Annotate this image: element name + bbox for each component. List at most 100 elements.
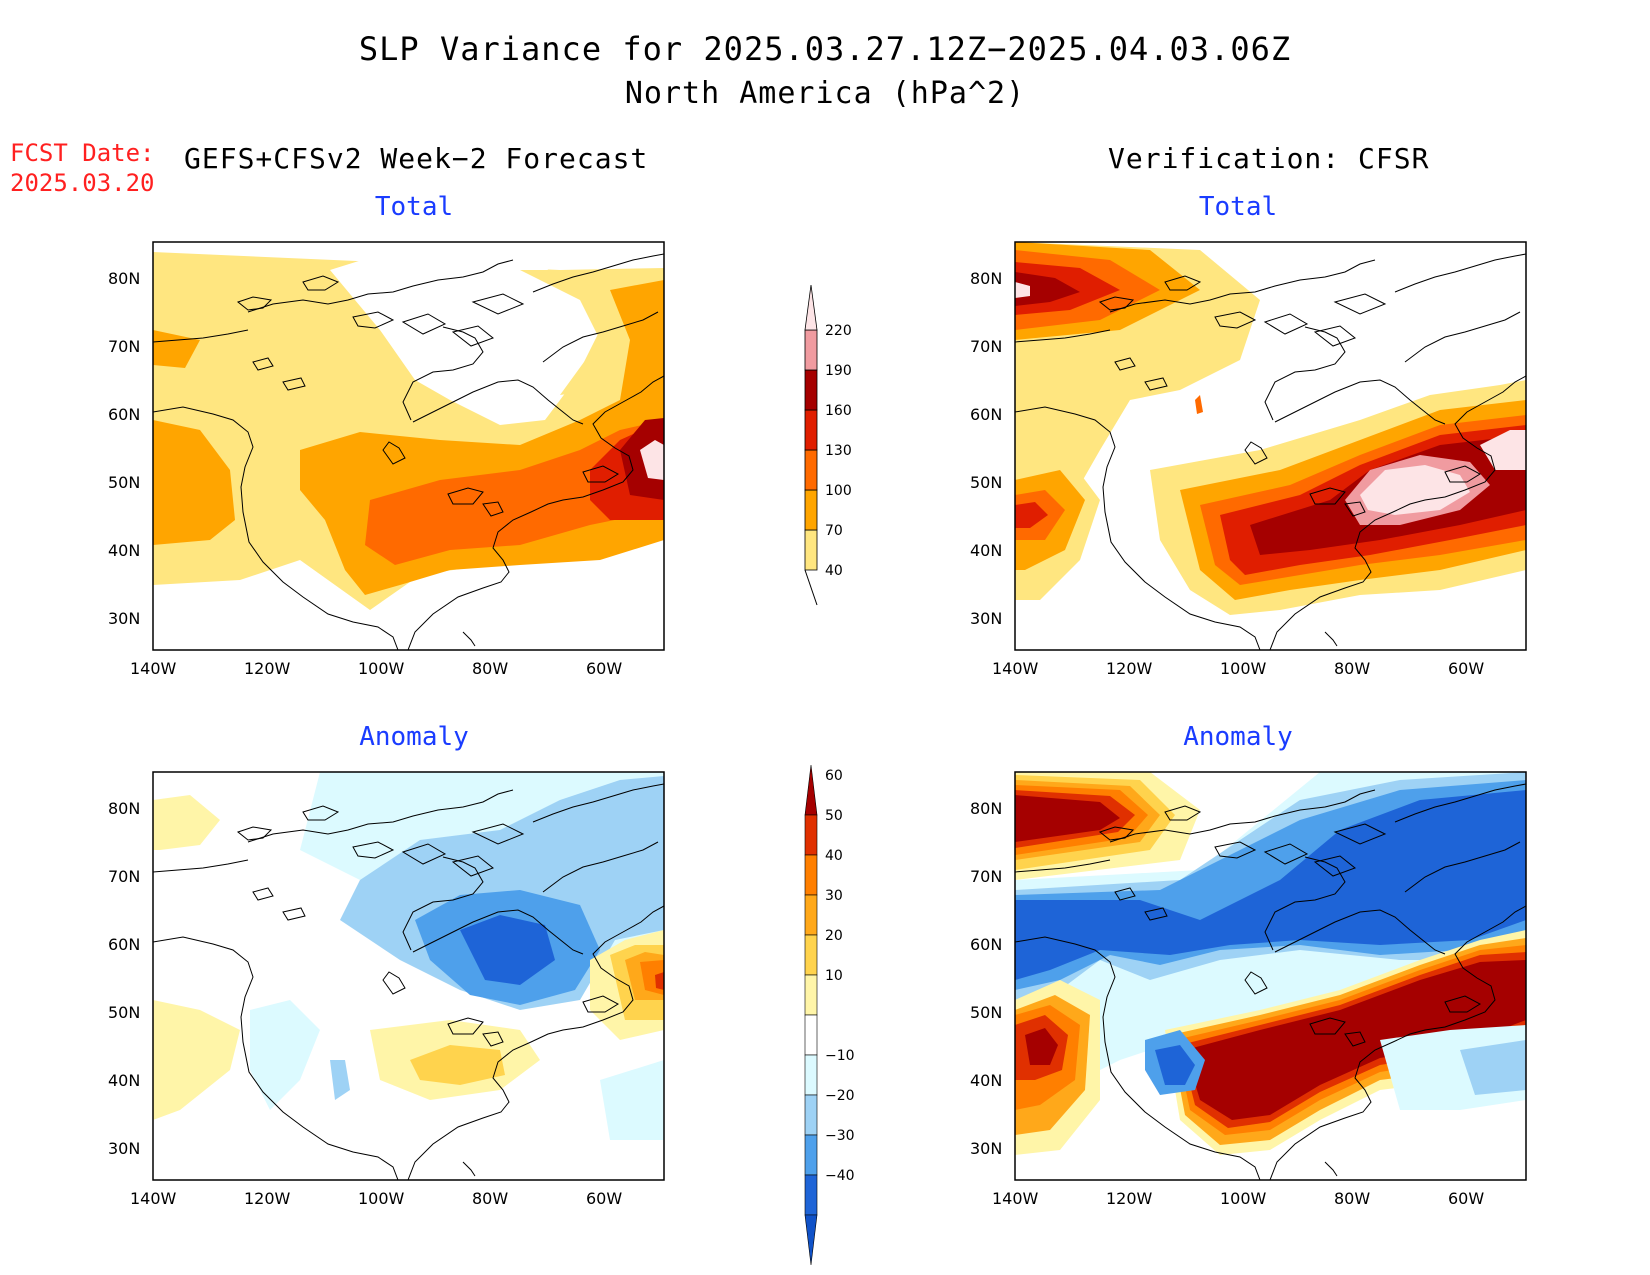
colorbar-tick-label: 40 xyxy=(825,848,843,864)
colorbar-tick-label: 190 xyxy=(825,363,852,379)
axis-labels-verification-anomaly: 80N 70N 60N 50N 40N 30N 140W 120W 100W 8… xyxy=(970,799,1484,1208)
colorbar-tick-label: −20 xyxy=(825,1088,855,1104)
verification-header: Verification: CFSR xyxy=(1108,142,1430,175)
colorbar-tick-label: −30 xyxy=(825,1128,855,1144)
lon-label: 60W xyxy=(586,1189,622,1208)
colorbar-tick-label: 10 xyxy=(825,968,843,984)
lon-label: 80W xyxy=(472,659,508,678)
lon-label: 140W xyxy=(992,659,1039,678)
lat-label: 60N xyxy=(108,935,140,954)
lat-label: 30N xyxy=(108,1139,140,1158)
map-verification-total xyxy=(1014,241,1527,651)
forecast-date-value: 2025.03.20 xyxy=(10,169,155,197)
lat-label: 60N xyxy=(108,405,140,424)
colorbar-segment xyxy=(804,1214,818,1266)
map-verification-anomaly xyxy=(1014,771,1527,1181)
colorbar-segment xyxy=(804,489,818,531)
lat-label: 80N xyxy=(108,269,140,288)
colorbar-total: 40 70 100 130 160 190 220 xyxy=(804,284,852,606)
colorbar-segment xyxy=(804,449,818,491)
colorbar-tick-label: 100 xyxy=(825,483,852,499)
colorbar-segment xyxy=(804,894,818,936)
colorbar-segment xyxy=(804,369,818,411)
forecast-header: GEFS+CFSv2 Week−2 Forecast xyxy=(184,142,649,175)
lon-label: 100W xyxy=(1220,659,1267,678)
lon-label: 100W xyxy=(358,1189,405,1208)
lon-label: 120W xyxy=(244,1189,291,1208)
panel-title-verification-anomaly: Anomaly xyxy=(1183,722,1293,752)
lon-label: 80W xyxy=(1334,1189,1370,1208)
lon-label: 120W xyxy=(1106,659,1153,678)
lat-label: 70N xyxy=(108,337,140,356)
colorbar-tick-label: 30 xyxy=(825,888,843,904)
map-forecast-anomaly xyxy=(152,771,665,1181)
colorbar-segment xyxy=(804,1094,818,1136)
colorbar-segment xyxy=(804,284,818,331)
colorbar-segment xyxy=(804,1174,818,1216)
forecast-date-label: FCST Date: xyxy=(10,139,155,167)
lat-label: 80N xyxy=(970,799,1002,818)
lat-label: 70N xyxy=(970,867,1002,886)
lat-label: 30N xyxy=(108,609,140,628)
colorbar-segment xyxy=(804,1014,818,1056)
colorbar-segment xyxy=(804,934,818,976)
lat-label: 40N xyxy=(108,1071,140,1090)
lon-label: 60W xyxy=(1448,659,1484,678)
figure-title-line1: SLP Variance for 2025.03.27.12Z−2025.04.… xyxy=(358,30,1292,68)
lat-label: 40N xyxy=(108,541,140,560)
colorbar-tick-label: 220 xyxy=(825,323,852,339)
map-forecast-total xyxy=(152,241,665,651)
colorbar-segment xyxy=(804,1054,818,1096)
colorbar-segment xyxy=(804,529,818,571)
lat-label: 50N xyxy=(970,1003,1002,1022)
lon-label: 100W xyxy=(358,659,405,678)
lon-label: 120W xyxy=(1106,1189,1153,1208)
colorbar-anomaly: 60 50 40 30 20 10 −10 −20 −30 −40 xyxy=(804,764,855,1266)
colorbar-tick-label: −10 xyxy=(825,1048,855,1064)
lat-label: 80N xyxy=(970,269,1002,288)
colorbar-segment xyxy=(804,409,818,451)
lon-label: 140W xyxy=(130,1189,177,1208)
axis-labels-forecast-anomaly: 80N 70N 60N 50N 40N 30N 140W 120W 100W 8… xyxy=(108,799,622,1208)
colorbar-segment xyxy=(804,974,818,1016)
lat-label: 30N xyxy=(970,1139,1002,1158)
lon-label: 140W xyxy=(130,659,177,678)
lat-label: 30N xyxy=(970,609,1002,628)
lat-label: 60N xyxy=(970,405,1002,424)
axis-labels-verification-total: 80N 70N 60N 50N 40N 30N 140W 120W 100W 8… xyxy=(970,269,1484,678)
lon-label: 60W xyxy=(586,659,622,678)
lat-label: 50N xyxy=(108,1003,140,1022)
colorbar-tick-label: 160 xyxy=(825,403,852,419)
lat-label: 40N xyxy=(970,541,1002,560)
lat-label: 50N xyxy=(108,473,140,492)
lon-label: 80W xyxy=(472,1189,508,1208)
lat-label: 70N xyxy=(970,337,1002,356)
colorbar-segment xyxy=(804,1134,818,1176)
panel-title-forecast-total: Total xyxy=(374,192,454,222)
lat-label: 70N xyxy=(108,867,140,886)
lon-label: 100W xyxy=(1220,1189,1267,1208)
lat-label: 50N xyxy=(970,473,1002,492)
lat-label: 60N xyxy=(970,935,1002,954)
colorbar-tick-label: 20 xyxy=(825,928,843,944)
colorbar-segment xyxy=(804,814,818,856)
colorbar-tick-label: 60 xyxy=(825,768,843,784)
lon-label: 120W xyxy=(244,659,291,678)
colorbar-tick-label: 130 xyxy=(825,443,852,459)
colorbar-segment xyxy=(804,764,818,816)
lon-label: 140W xyxy=(992,1189,1039,1208)
colorbar-tick-label: 40 xyxy=(825,563,843,579)
lon-label: 60W xyxy=(1448,1189,1484,1208)
colorbar-segment xyxy=(804,329,818,371)
lat-label: 40N xyxy=(970,1071,1002,1090)
axis-labels-forecast-total: 80N 70N 60N 50N 40N 30N 140W 120W 100W 8… xyxy=(108,269,622,678)
lat-label: 80N xyxy=(108,799,140,818)
lon-label: 80W xyxy=(1334,659,1370,678)
colorbar-tick-label: 70 xyxy=(825,523,843,539)
colorbar-segment xyxy=(804,854,818,896)
figure-title-line2: North America (hPa^2) xyxy=(624,76,1026,111)
colorbar-tick-label: −40 xyxy=(825,1168,855,1184)
panel-title-forecast-anomaly: Anomaly xyxy=(359,722,469,752)
colorbar-tick-label: 50 xyxy=(825,808,843,824)
